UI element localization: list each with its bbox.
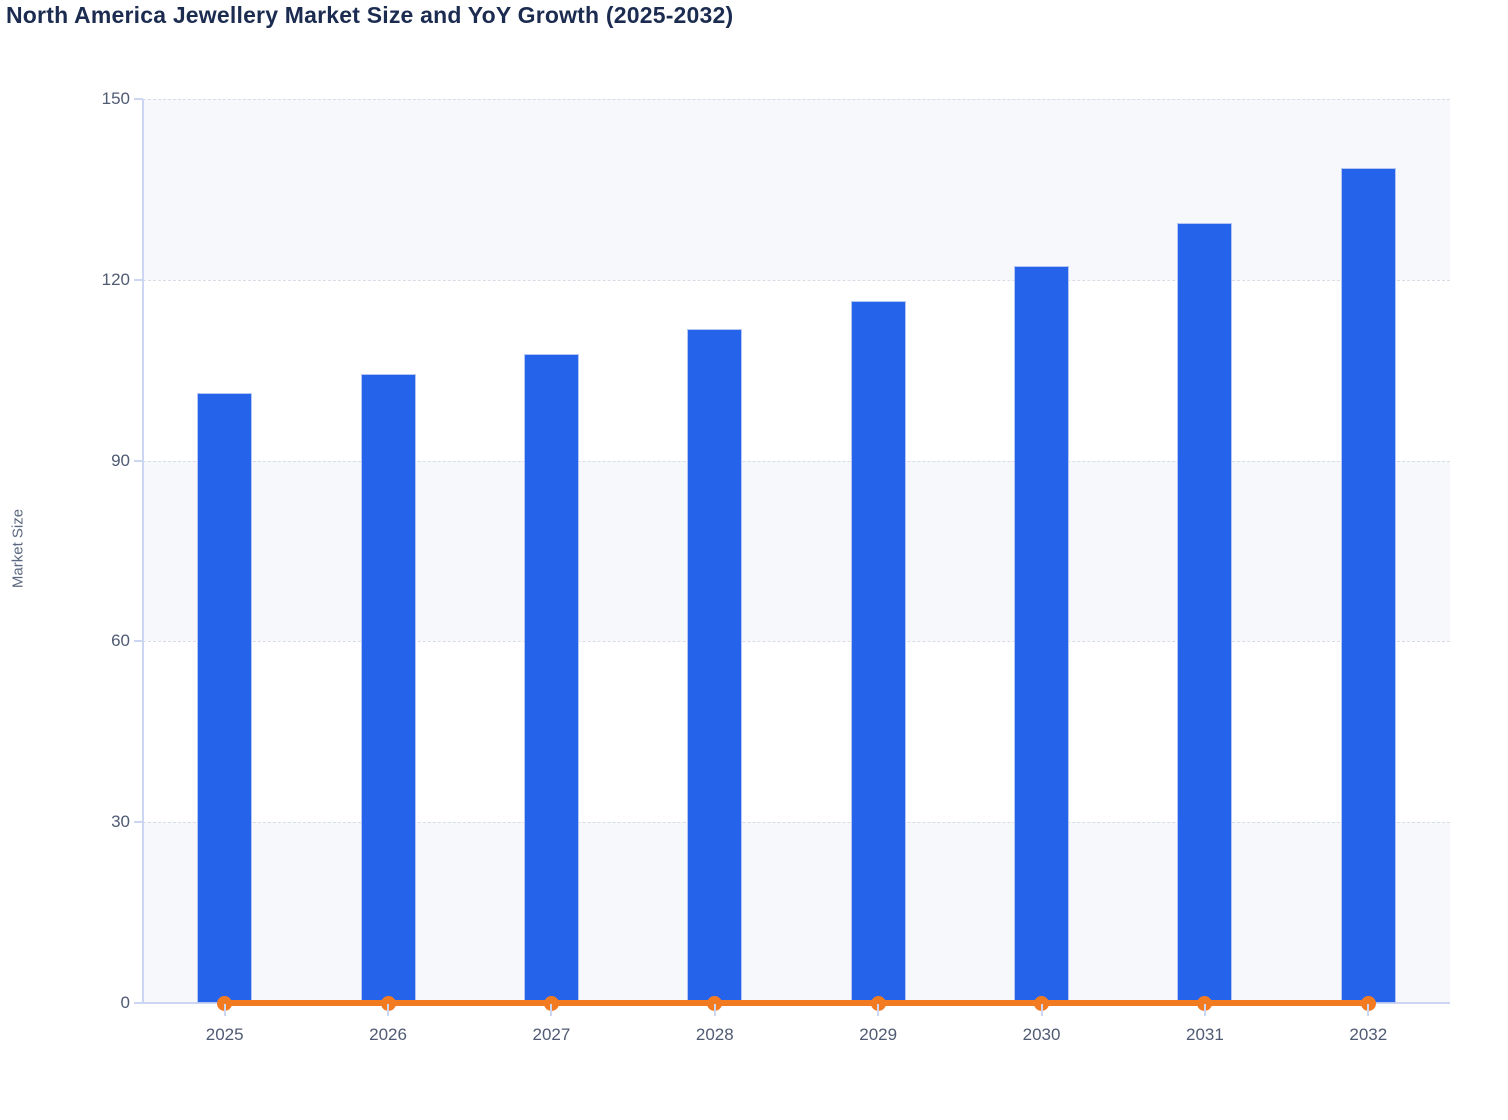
line-point-2026[interactable]: [380, 995, 396, 1011]
y-axis-line: [142, 99, 144, 1003]
gridline-30: [143, 822, 1450, 824]
bar-2029[interactable]: [850, 300, 906, 1003]
y-tick-label: 150: [101, 89, 130, 108]
y-tick-mark: [134, 1002, 143, 1004]
bar-2025[interactable]: [197, 392, 253, 1003]
y-tick-label: 30: [111, 812, 130, 832]
x-tick-mark: [550, 1004, 553, 1016]
x-tick-mark: [387, 1004, 390, 1016]
gridline-60: [143, 641, 1450, 643]
bar-2028[interactable]: [687, 329, 743, 1003]
x-tick-mark: [877, 1004, 880, 1016]
y-tick-label: 120: [101, 269, 130, 289]
bar-2027[interactable]: [523, 353, 579, 1003]
bar-2026[interactable]: [360, 374, 416, 1003]
x-tick-mark: [713, 1004, 716, 1016]
y-tick-mark: [134, 278, 143, 281]
x-tick-label-2031: 2031: [1186, 1025, 1224, 1044]
x-tick-label-2026: 2026: [369, 1025, 407, 1044]
y-tick-mark: [134, 98, 143, 100]
line-point-2032[interactable]: [1360, 995, 1376, 1011]
plot-band: [143, 460, 1450, 642]
y-tick-label: 90: [111, 450, 130, 470]
x-tick-mark: [1040, 1004, 1043, 1016]
line-point-2027[interactable]: [543, 995, 559, 1011]
chart-title: North America Jewellery Market Size and …: [6, 2, 734, 28]
x-tick-label-2029: 2029: [859, 1025, 898, 1044]
bar-2031[interactable]: [1177, 223, 1233, 1003]
x-tick-mark: [1367, 1004, 1370, 1016]
x-tick-label-2030: 2030: [1022, 1025, 1061, 1044]
y-tick-label: 0: [120, 993, 130, 1012]
plot-band: [143, 822, 1450, 1003]
x-tick-mark: [1203, 1004, 1206, 1016]
bar-2030[interactable]: [1014, 265, 1070, 1003]
plot-band: [143, 99, 1450, 280]
y-axis-title: Market Size: [9, 508, 27, 589]
y-tick-mark: [134, 821, 143, 824]
x-tick-mark: [223, 1004, 226, 1016]
line-point-2028[interactable]: [707, 995, 723, 1011]
gridline-150: [143, 99, 1450, 100]
bar-2032[interactable]: [1340, 168, 1396, 1003]
x-tick-label-2028: 2028: [695, 1025, 734, 1044]
plot-area: [142, 99, 1450, 1011]
x-tick-label-2027: 2027: [532, 1025, 571, 1044]
x-tick-label-2025: 2025: [205, 1025, 244, 1044]
y-tick-mark: [134, 459, 143, 462]
trend-line: [224, 1000, 1369, 1006]
plot-band: [143, 641, 1450, 822]
gridline-120: [143, 279, 1450, 281]
line-point-2030[interactable]: [1034, 995, 1050, 1011]
gridline-90: [143, 460, 1450, 462]
y-tick-label: 60: [111, 631, 130, 651]
plot-band: [143, 280, 1450, 461]
line-point-2025[interactable]: [217, 995, 233, 1011]
y-tick-mark: [134, 640, 143, 643]
line-point-2029[interactable]: [870, 995, 886, 1011]
line-point-2031[interactable]: [1197, 995, 1213, 1011]
x-tick-label-2032: 2032: [1349, 1025, 1388, 1044]
